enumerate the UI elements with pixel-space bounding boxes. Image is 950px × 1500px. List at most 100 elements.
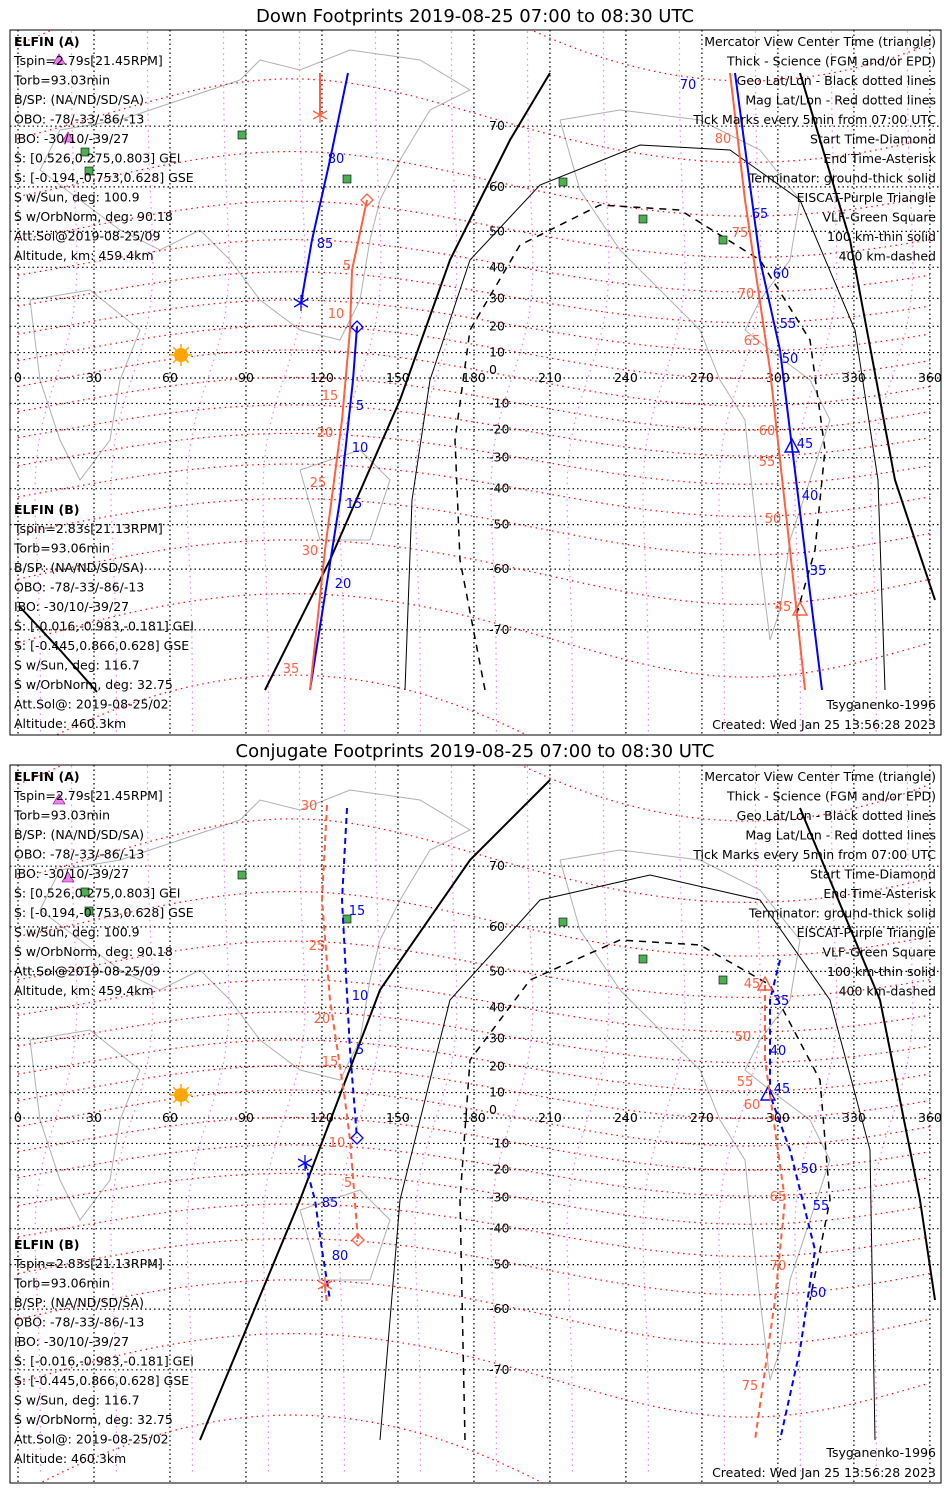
elfin-b-tick-label: 75 — [742, 1379, 759, 1394]
eiscat-station-triangle-icon — [61, 871, 75, 883]
elfin-b-footprint-trace — [729, 72, 806, 691]
eiscat-station-triangle-icon — [52, 53, 66, 65]
lon-tick-label: 180 — [462, 1110, 486, 1125]
mag-parallel — [17, 1237, 930, 1296]
elfin-a-info-line: S: [-0.194,-0.753,0.628] GSE — [14, 170, 194, 185]
mag-parallel — [17, 239, 930, 293]
sun-disc — [174, 1088, 188, 1102]
elfin-b-tick-label: 50 — [735, 1030, 752, 1045]
mag-parallel — [17, 432, 930, 485]
vlf-station-square-icon — [718, 975, 728, 985]
lon-tick-label: 240 — [614, 1110, 638, 1125]
elfin-a-footprint-trace — [734, 72, 823, 691]
elfin-a-info-line: B/SP: (NA/ND/SD/SA) — [14, 92, 144, 107]
mag-parallel — [17, 1279, 931, 1346]
elfin-b-info-line: S w/OrbNorm, deg: 32.75 — [14, 1412, 173, 1427]
elfin-a-tick-label: 50 — [782, 352, 799, 367]
mag-meridian — [718, 765, 762, 1472]
view-center-triangle-icon — [759, 1085, 777, 1101]
elfin-a-info-line: S w/Sun, deg: 100.9 — [14, 925, 140, 940]
lon-tick-label: 330 — [842, 370, 866, 385]
eiscat-station-triangle-icon — [61, 131, 75, 143]
elfin-b-info-line: S w/OrbNorm, deg: 32.75 — [14, 677, 173, 692]
mag-meridian — [870, 30, 914, 732]
mag-parallel — [17, 376, 930, 431]
elfin-a-info-line: B/SP: (NA/ND/SD/SA) — [14, 827, 144, 842]
elfin-b-tick-label: 5 — [343, 259, 351, 274]
mag-parallel — [17, 1333, 931, 1418]
conjugate-footprints-panel: Conjugate Footprints 2019-08-25 07:00 to… — [9, 741, 942, 1484]
elfin-b-tick-label: 55 — [737, 1075, 754, 1090]
elfin-a-tick-label: 40 — [802, 489, 819, 504]
lat-tick-label: 10 — [489, 345, 505, 360]
mag-parallel — [17, 1116, 930, 1171]
elfin-a-tick-label: 60 — [810, 1286, 827, 1301]
lat-tick-label: 30 — [489, 290, 505, 305]
terminator-ground-line — [799, 807, 936, 1301]
map-area: 0 30 60 90 120 150 180 210 240 270 300 330 360706050… — [10, 765, 941, 1483]
elfin-b-tick-label: 25 — [309, 939, 326, 954]
lat-tick-label: -70 — [489, 622, 509, 637]
elfin-a-info-line: IBO: -30/10/-39/27 — [14, 866, 129, 881]
elfin-b-tick-label: 60 — [744, 1098, 761, 1113]
elfin-b-info-line: OBO: -78/-33/-86/-13 — [14, 580, 144, 595]
panel-frame — [9, 764, 942, 1484]
legend-item: End Time-Asterisk — [823, 151, 936, 166]
elfin-a-footprint-trace — [304, 1162, 331, 1301]
legend-item: Mag Lat/Lon - Red dotted lines — [745, 828, 936, 843]
view-center-triangle-icon — [756, 975, 774, 991]
mag-parallel — [17, 1039, 930, 1092]
start-time-diamond-icon — [350, 320, 364, 334]
lat-tick-label: -40 — [489, 1221, 509, 1236]
elfin-b-info-line: IBO: -30/10/-39/27 — [14, 1334, 129, 1349]
mag-meridian — [34, 765, 78, 1472]
elfin-b-tick-label: 55 — [759, 455, 776, 470]
mag-meridian — [186, 30, 230, 732]
end-time-asterisk-icon — [317, 1277, 333, 1293]
elfin-a-info-line: Torb=93.03min — [13, 73, 110, 88]
terminator-ground-line — [264, 72, 551, 691]
elfin-a-tick-label: 55 — [813, 1199, 830, 1214]
elfin-a-label: ELFIN (A) — [14, 769, 80, 784]
lat-tick-label: -30 — [489, 1190, 509, 1205]
elfin-b-tick-label: 70 — [770, 1259, 787, 1274]
mag-meridian — [642, 765, 686, 1472]
elfin-b-info-line: B/SP: (NA/ND/SD/SA) — [14, 560, 144, 575]
legend-item: Thick - Science (FGM and/or EPD) — [726, 54, 936, 69]
vlf-station-square-icon — [558, 917, 568, 927]
mag-parallel — [17, 818, 931, 903]
elfin-b-tick-label: 30 — [301, 799, 318, 814]
elfin-a-info-line: S: [0.526,0.275,0.803] GEI — [14, 151, 180, 166]
elfin-a-info-line: Torb=93.03min — [13, 808, 110, 823]
mag-parallel — [17, 593, 931, 678]
legend-item: End Time-Asterisk — [823, 886, 936, 901]
lat-tick-label: 40 — [489, 259, 505, 274]
end-time-asterisk-icon — [297, 1155, 313, 1171]
elfin-b-tick-label: 35 — [283, 662, 300, 677]
elfin-b-info-line: S: [-0.016,-0.983,-0.181] GEI — [14, 1354, 194, 1369]
vlf-station-square-icon — [558, 177, 568, 187]
legend-item: Geo Lat/Lon - Black dotted lines — [737, 808, 936, 823]
elfin-b-info-line: OBO: -78/-33/-86/-13 — [14, 1315, 144, 1330]
asterisk-stroke — [317, 1280, 333, 1290]
sun-icon — [170, 1084, 192, 1106]
lat-tick-label: 20 — [489, 1058, 505, 1073]
lon-tick-label: 270 — [690, 1110, 714, 1125]
lat-tick-label: -50 — [489, 517, 509, 532]
legend: Mercator View Center Time (triangle) Thic… — [692, 34, 937, 264]
elfin-b-tick-label: 5 — [344, 1176, 352, 1191]
asterisk-stroke — [297, 1158, 313, 1168]
coastline — [299, 449, 391, 541]
mag-meridian — [490, 30, 534, 732]
vlf-station-square-icon — [638, 214, 648, 224]
elfin-b-info-line: Altitude: 460.3km — [14, 716, 126, 731]
elfin-b-info-line: Tspin=2.83s[21.13RPM] — [13, 521, 163, 536]
elfin-b-info-line: Altitude: 460.3km — [14, 1451, 126, 1466]
elfin-b-tick-label: 15 — [322, 1055, 339, 1070]
lon-tick-label: 150 — [386, 370, 410, 385]
elfin-a-tick-label: 5 — [356, 1043, 364, 1058]
elfin-b-tick-label: 60 — [759, 424, 776, 439]
lat-tick-label: 0 — [489, 1102, 497, 1117]
vlf-station-square-icon — [638, 954, 648, 964]
lat-tick-label: 60 — [489, 179, 505, 194]
